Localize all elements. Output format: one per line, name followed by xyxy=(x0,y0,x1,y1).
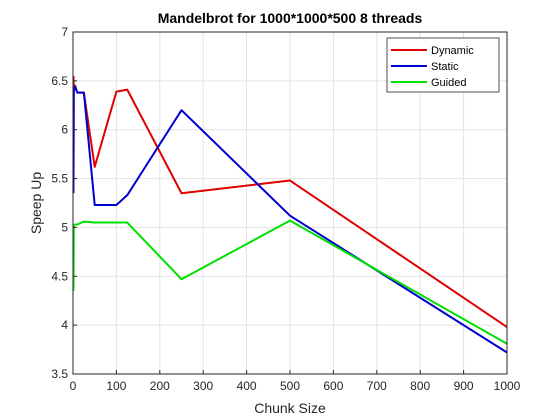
series-line-guided xyxy=(72,219,508,345)
x-tick-label: 400 xyxy=(237,379,257,393)
y-tick-label: 7 xyxy=(61,25,68,39)
legend: Dynamic Static Guided xyxy=(386,37,500,93)
x-tick-label: 900 xyxy=(454,379,474,393)
y-tick-label: 3.5 xyxy=(51,367,68,381)
chart-title: Mandelbrot for 1000*1000*500 8 threads xyxy=(158,10,423,26)
x-tick-label: 500 xyxy=(280,379,300,393)
legend-label-static: Static xyxy=(431,61,459,73)
series-lines xyxy=(72,75,508,354)
legend-label-guided: Guided xyxy=(431,77,466,89)
x-axis-label: Chunk Size xyxy=(254,400,326,416)
y-tick-label: 4 xyxy=(61,318,68,332)
x-tick-label: 200 xyxy=(150,379,170,393)
y-tick-label: 5 xyxy=(61,220,68,234)
x-tick-label: 600 xyxy=(323,379,343,393)
x-tick-label: 300 xyxy=(193,379,213,393)
y-tick-label: 6 xyxy=(61,123,68,137)
axis-ticks: 0 100 200 300 400 500 600 700 800 900 1000 3.5 4 4.5 5… xyxy=(51,25,520,393)
x-tick-label: 700 xyxy=(367,379,387,393)
legend-label-dynamic: Dynamic xyxy=(431,45,474,57)
x-tick-label: 100 xyxy=(106,379,126,393)
x-tick-label: 1000 xyxy=(494,379,521,393)
x-tick-label: 800 xyxy=(410,379,430,393)
y-tick-label: 6.5 xyxy=(51,74,68,88)
y-tick-label: 5.5 xyxy=(51,172,68,186)
y-axis-label: Speep Up xyxy=(28,172,44,234)
series-line-static xyxy=(72,85,508,354)
y-tick-label: 4.5 xyxy=(51,269,68,283)
x-tick-label: 0 xyxy=(70,379,77,393)
